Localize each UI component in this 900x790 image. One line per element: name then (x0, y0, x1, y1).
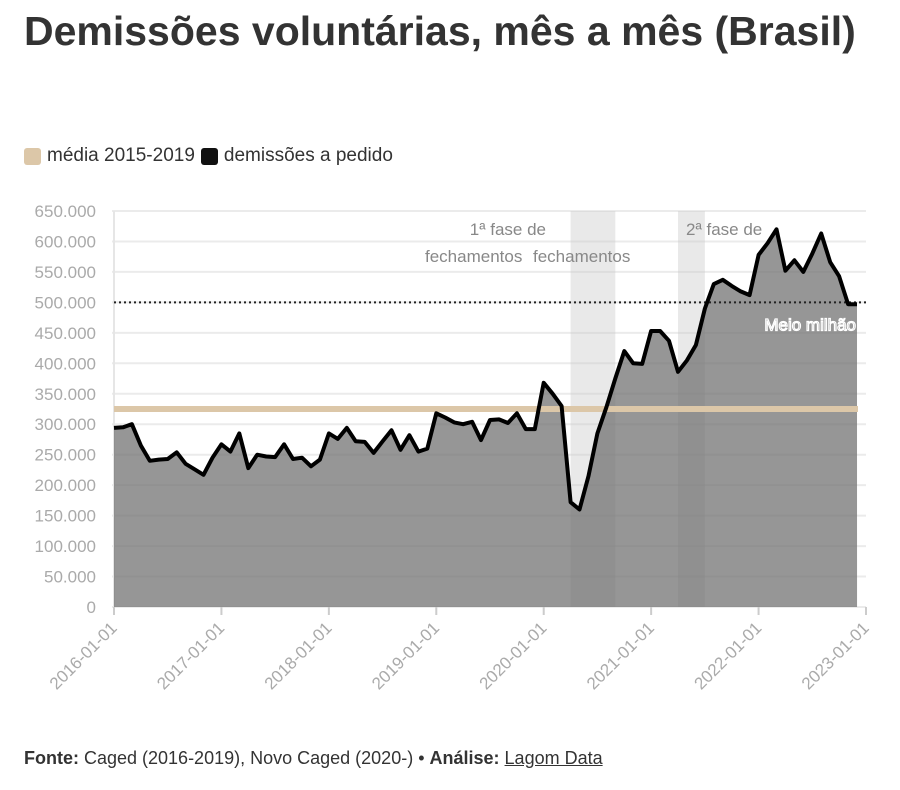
x-tick-label: 2021-01-01 (583, 618, 658, 693)
legend-swatch-line (200, 147, 218, 165)
x-tick-label: 2023-01-01 (798, 618, 873, 693)
y-tick-label: 600.000 (35, 232, 96, 251)
y-tick-label: 400.000 (35, 354, 96, 373)
x-tick-label: 2016-01-01 (46, 618, 121, 693)
period-label-line1: 2ª fase de (686, 220, 762, 239)
analysis-label: Análise: (429, 748, 500, 768)
analysis-link[interactable]: Lagom Data (504, 748, 603, 768)
x-tick-label: 2018-01-01 (261, 618, 336, 693)
area-fill (114, 229, 858, 608)
x-tick-label: 2017-01-01 (153, 618, 228, 693)
period-label-line1: 1ª fase de (470, 220, 546, 239)
y-tick-label: 0 (87, 598, 96, 617)
x-tick-label: 2022-01-01 (690, 618, 765, 693)
period-label-line2: fechamentos (425, 247, 522, 266)
legend-label-mean: média 2015-2019 (47, 145, 195, 166)
x-tick-label: 2019-01-01 (368, 618, 443, 693)
x-tick-label: 2020-01-01 (476, 618, 551, 693)
y-tick-label: 450.000 (35, 324, 96, 343)
footer: Fonte: Caged (2016-2019), Novo Caged (20… (24, 748, 603, 769)
y-tick-label: 250.000 (35, 446, 96, 465)
legend-label-line: demissões a pedido (223, 145, 393, 166)
y-tick-label: 150.000 (35, 507, 96, 526)
y-tick-label: 300.000 (35, 415, 96, 434)
y-tick-label: 500.000 (35, 293, 96, 312)
y-tick-label: 350.000 (35, 385, 96, 404)
y-tick-label: 50.000 (44, 568, 96, 587)
source-text: Caged (2016-2019), Novo Caged (2020-) • (78, 748, 430, 768)
y-tick-label: 200.000 (35, 476, 96, 495)
series-line (113, 227, 857, 512)
y-tick-label: 650.000 (35, 202, 96, 221)
y-tick-label: 100.000 (35, 537, 96, 556)
period-label-line2: fechamentos (533, 247, 630, 266)
y-tick-label: 550.000 (35, 263, 96, 282)
reference-label: Meio milhão (764, 315, 856, 334)
legend-swatch-mean (24, 147, 41, 165)
legend: média 2015-2019 demissões a pedido (24, 145, 393, 167)
chart-title: Demissões voluntárias, mês a mês (Brasil… (24, 8, 856, 54)
source-label: Fonte: (24, 748, 79, 768)
